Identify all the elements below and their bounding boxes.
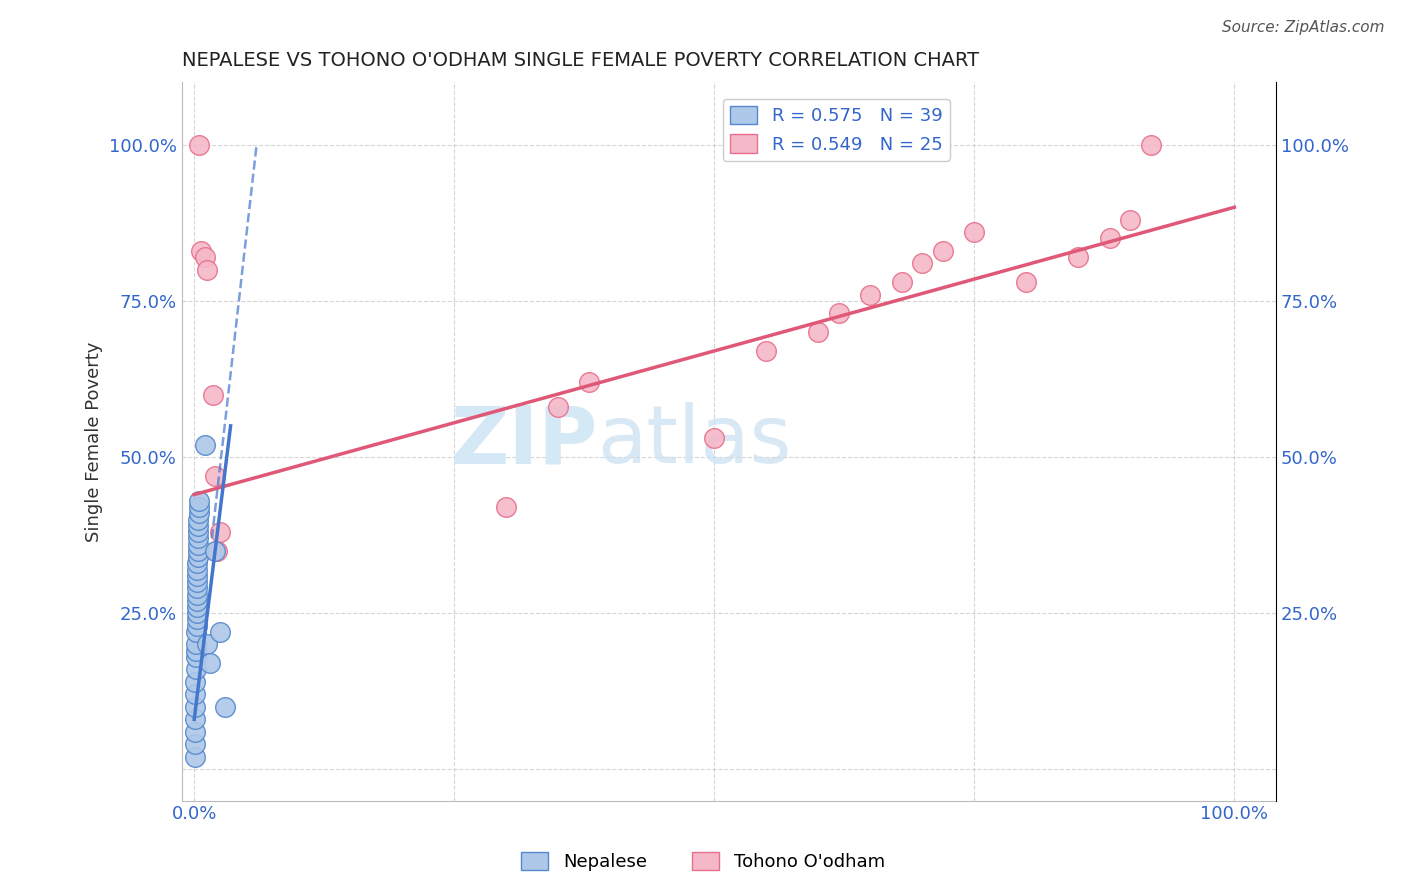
Point bbox=[932, 244, 955, 258]
Point bbox=[186, 599, 208, 614]
Point bbox=[204, 543, 226, 558]
Point bbox=[187, 549, 209, 564]
Point bbox=[807, 325, 830, 339]
Point bbox=[186, 581, 208, 595]
Legend: R = 0.575   N = 39, R = 0.549   N = 25: R = 0.575 N = 39, R = 0.549 N = 25 bbox=[723, 98, 949, 161]
Point bbox=[198, 657, 221, 671]
Point bbox=[186, 644, 208, 658]
Y-axis label: Single Female Poverty: Single Female Poverty bbox=[86, 342, 103, 541]
Point bbox=[188, 493, 211, 508]
Text: NEPALESE VS TOHONO O'ODHAM SINGLE FEMALE POVERTY CORRELATION CHART: NEPALESE VS TOHONO O'ODHAM SINGLE FEMALE… bbox=[181, 51, 979, 70]
Point bbox=[186, 568, 208, 582]
Point bbox=[195, 638, 218, 652]
Point bbox=[184, 688, 207, 702]
Point bbox=[186, 562, 208, 576]
Point bbox=[188, 506, 211, 520]
Point bbox=[828, 306, 851, 320]
Point bbox=[184, 725, 207, 739]
Point bbox=[187, 543, 209, 558]
Text: atlas: atlas bbox=[598, 402, 792, 481]
Point bbox=[194, 437, 217, 451]
Point bbox=[187, 537, 209, 551]
Point bbox=[195, 262, 218, 277]
Point bbox=[205, 543, 228, 558]
Point bbox=[186, 663, 208, 677]
Point bbox=[186, 612, 208, 626]
Point bbox=[1098, 231, 1121, 245]
Point bbox=[859, 287, 882, 301]
Point bbox=[209, 624, 232, 639]
Point bbox=[184, 713, 207, 727]
Point bbox=[204, 468, 226, 483]
Point bbox=[186, 587, 208, 601]
Point bbox=[190, 244, 212, 258]
Point bbox=[186, 556, 208, 570]
Point bbox=[186, 606, 208, 620]
Point bbox=[495, 500, 517, 514]
Point bbox=[184, 750, 207, 764]
Point bbox=[1119, 212, 1142, 227]
Point bbox=[186, 593, 208, 607]
Point bbox=[911, 256, 934, 270]
Text: Source: ZipAtlas.com: Source: ZipAtlas.com bbox=[1222, 20, 1385, 35]
Point bbox=[1067, 250, 1090, 264]
Point bbox=[186, 650, 208, 665]
Point bbox=[186, 624, 208, 639]
Point bbox=[184, 738, 207, 752]
Point bbox=[214, 700, 236, 714]
Point bbox=[890, 275, 912, 289]
Point bbox=[1140, 137, 1163, 152]
Point bbox=[209, 524, 232, 539]
Legend: Nepalese, Tohono O'odham: Nepalese, Tohono O'odham bbox=[515, 845, 891, 879]
Point bbox=[1015, 275, 1038, 289]
Point bbox=[187, 512, 209, 526]
Text: ZIP: ZIP bbox=[450, 402, 598, 481]
Point bbox=[187, 531, 209, 545]
Point bbox=[184, 700, 207, 714]
Point bbox=[188, 500, 211, 514]
Point bbox=[184, 675, 207, 690]
Point bbox=[703, 431, 725, 445]
Point bbox=[194, 250, 217, 264]
Point bbox=[755, 343, 778, 358]
Point bbox=[547, 400, 569, 414]
Point bbox=[963, 225, 986, 239]
Point bbox=[187, 518, 209, 533]
Point bbox=[186, 618, 208, 632]
Point bbox=[187, 524, 209, 539]
Point bbox=[201, 387, 224, 401]
Point bbox=[578, 375, 600, 389]
Point bbox=[186, 638, 208, 652]
Point bbox=[186, 574, 208, 589]
Point bbox=[188, 137, 211, 152]
